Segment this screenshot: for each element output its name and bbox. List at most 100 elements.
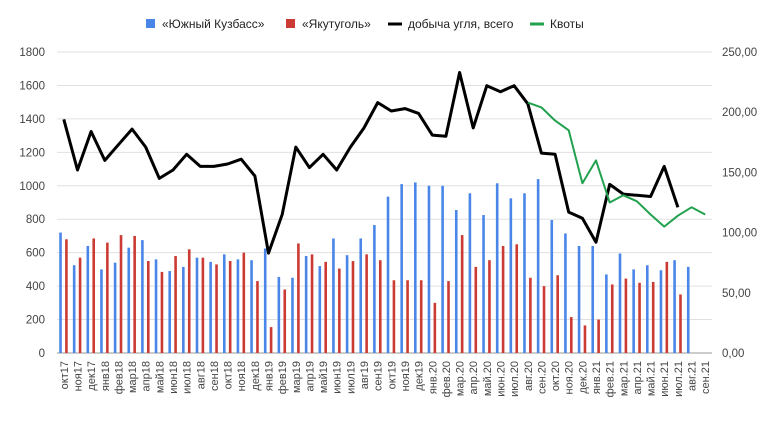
- right-tick-label: 100,00: [722, 228, 757, 240]
- bar: [277, 276, 281, 353]
- bar: [542, 286, 546, 353]
- bar: [529, 277, 532, 353]
- bar: [133, 235, 136, 353]
- left-tick-label: 1000: [19, 181, 45, 193]
- bar: [427, 185, 431, 353]
- x-tick-label: июн.20: [495, 361, 507, 397]
- x-tick-label: май18: [154, 361, 166, 393]
- left-tick-label: 1200: [19, 147, 45, 159]
- bar: [250, 260, 253, 353]
- bar: [187, 249, 191, 353]
- x-tick-label: мар.20: [455, 361, 467, 396]
- bar: [119, 235, 123, 353]
- left-tick-label: 1400: [19, 114, 45, 126]
- bar: [570, 317, 573, 353]
- bar: [605, 274, 608, 353]
- bar: [406, 280, 409, 353]
- left-tick-label: 800: [26, 214, 45, 226]
- bar: [447, 281, 450, 353]
- right-tick-label: 250,00: [722, 47, 757, 59]
- x-tick-label: июл18: [182, 361, 194, 394]
- bar: [556, 275, 559, 353]
- legend-label-yakutugol: «Якутуголь»: [302, 17, 371, 31]
- bar: [392, 280, 396, 353]
- bar: [236, 259, 240, 353]
- x-tick-label: янв18: [100, 361, 112, 391]
- x-tick-label: июл.20: [509, 361, 521, 397]
- bar: [310, 254, 314, 353]
- bar: [86, 245, 90, 353]
- bar: [645, 265, 649, 353]
- series-line: [62, 71, 680, 255]
- bar: [324, 261, 327, 353]
- left-tick-label: 1800: [19, 47, 45, 59]
- x-tick-label: дек17: [86, 361, 98, 391]
- lines: [62, 71, 706, 255]
- x-tick-label: ноя17: [72, 361, 84, 391]
- left-tick-label: 0: [39, 348, 45, 360]
- x-tick-label: ноя.20: [564, 361, 576, 394]
- x-tick-label: янв19: [264, 361, 276, 391]
- legend-swatch-yakutugol: [286, 19, 295, 28]
- bar: [127, 247, 131, 353]
- bar: [365, 254, 368, 353]
- series-line: [527, 101, 706, 228]
- bars: [59, 179, 690, 353]
- legend: «Южный Кузбасс» «Якутуголь» добыча угля,…: [146, 17, 584, 31]
- x-tick-label: фев.21: [605, 361, 617, 397]
- bar: [65, 239, 68, 353]
- right-axis: 0,00 50,00 100,00 150,00 200,00 250,00: [722, 47, 757, 360]
- bar: [488, 260, 491, 353]
- bar: [433, 302, 437, 353]
- left-tick-label: 200: [26, 315, 45, 327]
- bar: [419, 280, 423, 353]
- right-tick-label: 0,00: [722, 348, 744, 360]
- x-tick-label: май19: [318, 361, 330, 393]
- left-tick-label: 400: [26, 281, 45, 293]
- bar: [651, 281, 655, 353]
- x-tick-label: окт18: [223, 361, 235, 389]
- bar: [501, 245, 505, 353]
- bar: [78, 257, 82, 353]
- x-tick-label: июн.21: [659, 361, 671, 397]
- right-tick-label: 200,00: [722, 107, 757, 119]
- x-tick-label: сен18: [209, 361, 221, 391]
- bar: [59, 232, 62, 353]
- bar: [400, 184, 403, 353]
- x-tick-label: дек18: [250, 361, 262, 391]
- bar: [610, 284, 614, 353]
- x-tick-label: янв.21: [591, 361, 603, 394]
- bar: [256, 281, 259, 353]
- bar: [468, 193, 472, 353]
- bar: [441, 185, 444, 353]
- x-tick-label: апр19: [304, 361, 316, 391]
- bar: [332, 238, 335, 353]
- bar: [474, 266, 478, 353]
- bar: [373, 225, 376, 353]
- x-tick-label: апр18: [141, 361, 153, 391]
- bar: [242, 252, 246, 353]
- x-tick-label: фев19: [277, 361, 289, 394]
- bar: [665, 261, 669, 353]
- legend-label-south-kuzbass: «Южный Кузбасс»: [162, 17, 265, 31]
- bar: [686, 266, 690, 353]
- bar: [414, 182, 417, 353]
- x-tick-label: мар18: [127, 361, 139, 393]
- x-tick-label: авг.21: [687, 361, 699, 391]
- bar: [515, 244, 519, 353]
- bar: [509, 198, 513, 353]
- x-tick-label: июн19: [332, 361, 344, 394]
- bar: [174, 256, 177, 353]
- x-tick-label: мар.21: [618, 361, 630, 396]
- bar: [482, 215, 485, 353]
- right-tick-label: 150,00: [722, 167, 757, 179]
- bar: [624, 278, 628, 353]
- bar: [632, 269, 635, 353]
- left-tick-label: 1600: [19, 80, 45, 92]
- bar: [583, 325, 587, 353]
- x-tick-label: мар19: [291, 361, 303, 393]
- bar: [160, 271, 164, 353]
- bar: [338, 268, 341, 353]
- bar: [209, 261, 212, 353]
